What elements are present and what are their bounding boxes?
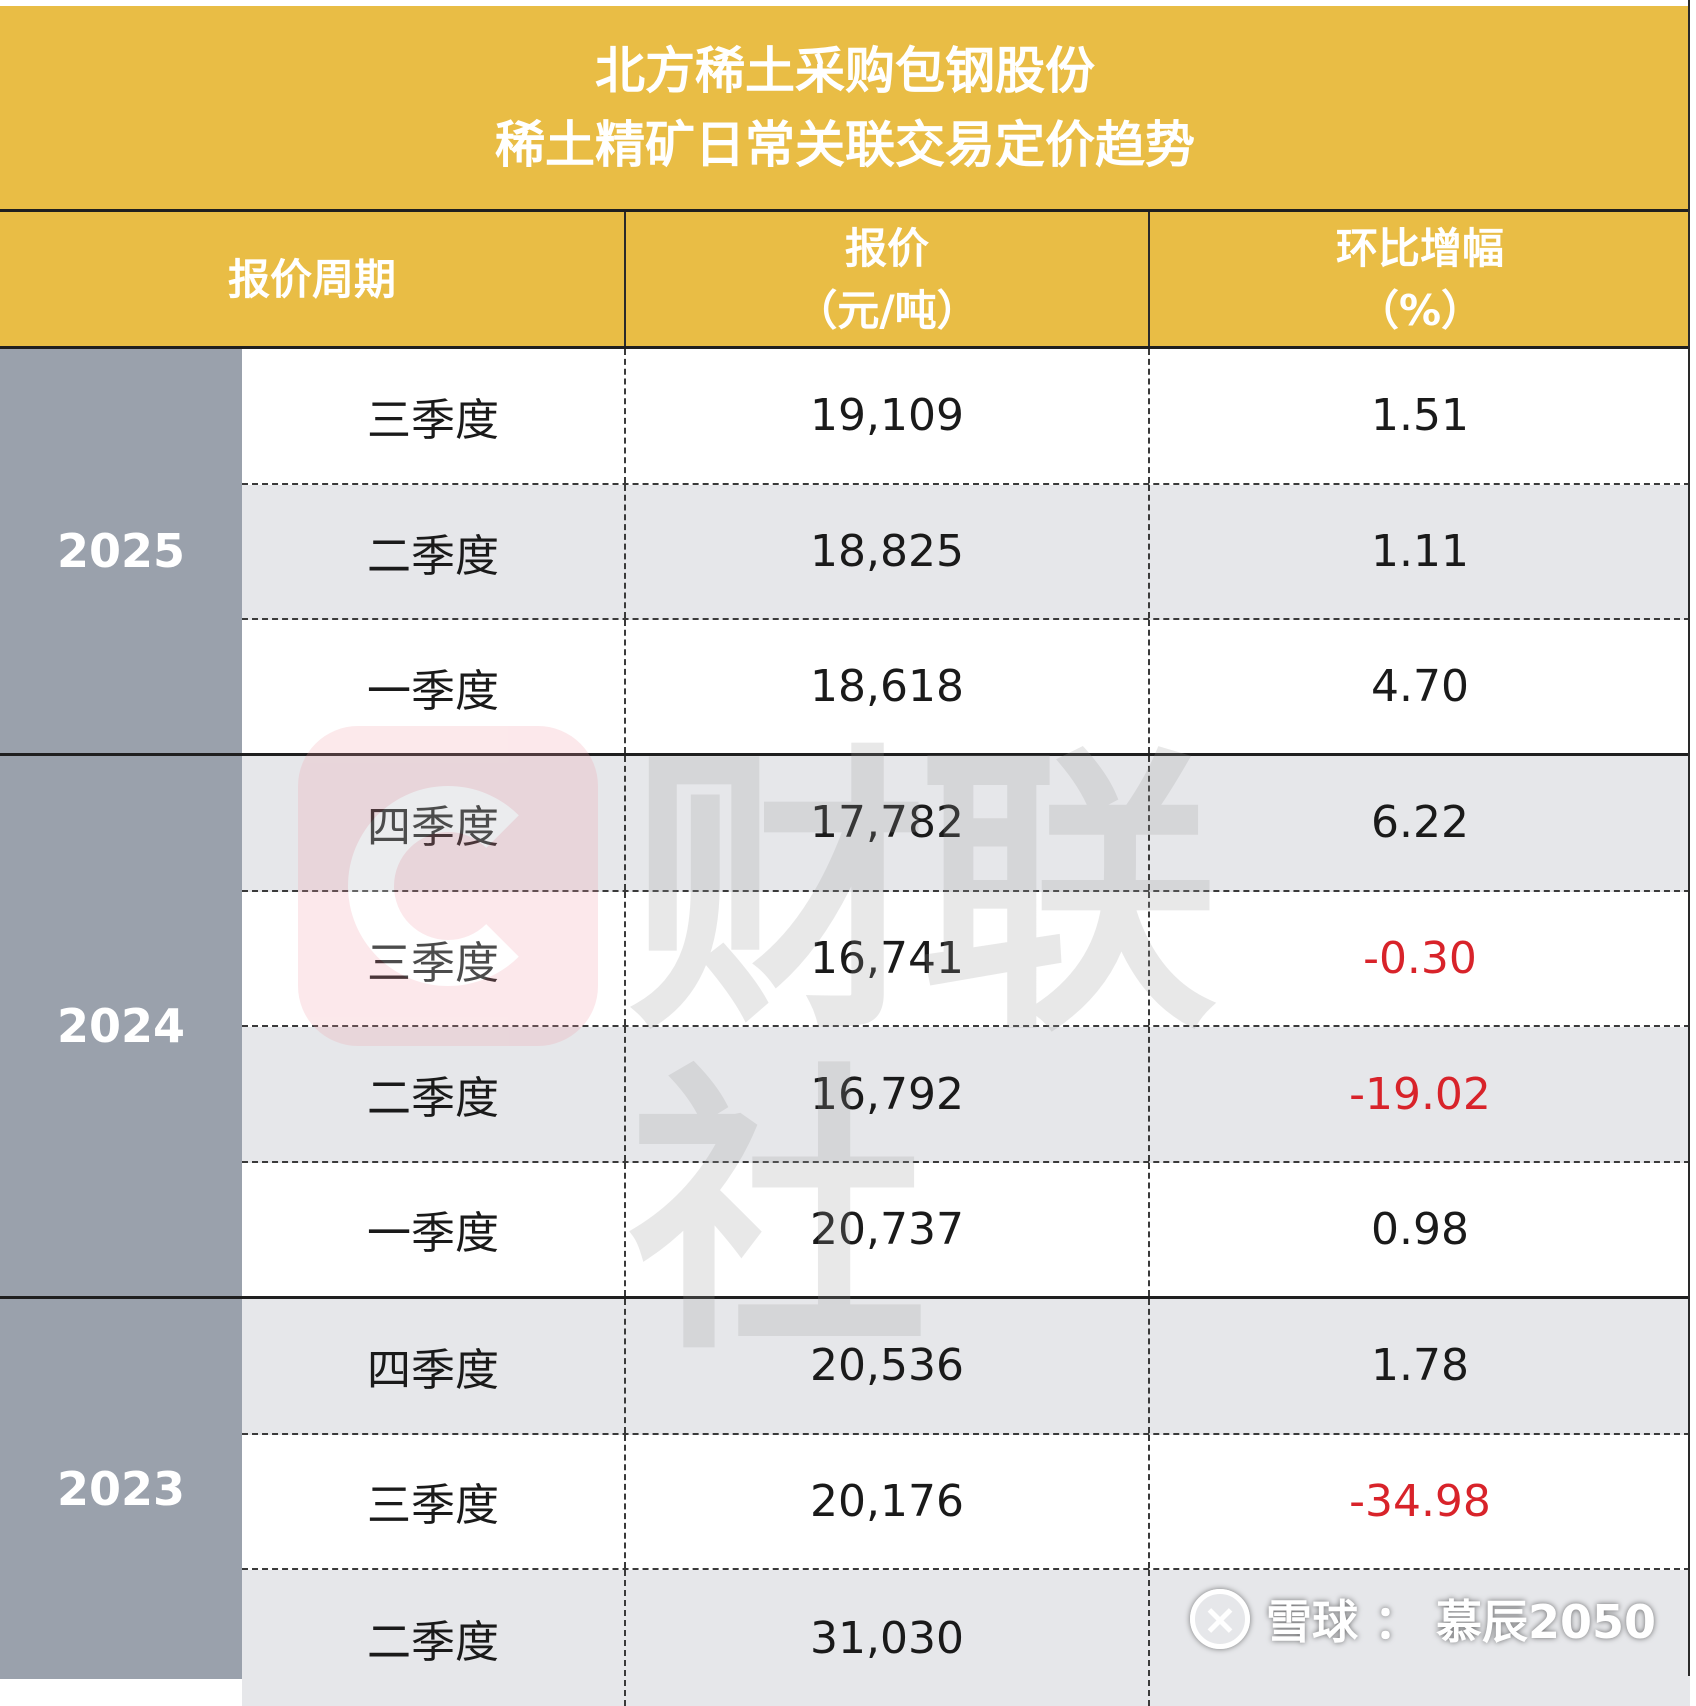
table-row: 一季度 20,737 0.98 (242, 1163, 1690, 1299)
table-row: 三季度 20,176 -34.98 (242, 1434, 1690, 1571)
change-cell: 6.22 (1371, 797, 1469, 849)
price-table: 北方稀土采购包钢股份 稀土精矿日常关联交易定价趋势 报价周期 报价 （元/吨） … (0, 6, 1696, 1706)
change-cell: -19.02 (1349, 1068, 1491, 1120)
quarter-cell: 二季度 (242, 1027, 626, 1162)
header-price-label: 报价 (844, 223, 929, 273)
table-row: 三季度 16,741 -0.30 (242, 891, 1690, 1028)
quarter-cell: 一季度 (242, 620, 626, 754)
table-title: 北方稀土采购包钢股份 稀土精矿日常关联交易定价趋势 (0, 6, 1690, 212)
quarter-rows: 三季度 19,109 1.51 二季度 18,825 1.11 一季度 18,6… (242, 349, 1690, 1706)
table-row: 四季度 17,782 6.22 (242, 756, 1690, 892)
price-cell: 18,825 (626, 484, 1150, 619)
credit-author: 慕辰2050 (1435, 1595, 1656, 1649)
year-cell-2024: 2024 (0, 756, 242, 1299)
change-cell: 1.11 (1371, 526, 1469, 578)
credit-watermark: 雪球 ： 慕辰2050 (1189, 1586, 1656, 1652)
change-cell: 4.70 (1371, 661, 1469, 713)
change-cell: 1.78 (1371, 1340, 1469, 1392)
change-cell: 0.98 (1371, 1203, 1469, 1255)
price-cell: 16,741 (626, 891, 1150, 1026)
header-price: 报价 （元/吨） (626, 212, 1150, 347)
price-cell: 19,109 (626, 349, 1150, 483)
header-period-label: 报价周期 (227, 254, 396, 304)
table-body: 2025 2024 2023 三季度 19,109 1.51 二季度 18,82… (0, 349, 1696, 1706)
header-change-unit: （%） (1356, 285, 1484, 335)
header-change-label: 环比增幅 (1335, 223, 1504, 273)
table-row: 二季度 18,825 1.11 (242, 484, 1690, 621)
quarter-cell: 三季度 (242, 1434, 626, 1569)
table-row: 三季度 19,109 1.51 (242, 349, 1690, 485)
price-cell: 18,618 (626, 620, 1150, 754)
price-cell: 20,737 (626, 1163, 1150, 1296)
header-divider (0, 346, 1690, 349)
price-cell: 31,030 (626, 1570, 1150, 1706)
change-cell: 1.51 (1371, 390, 1469, 442)
quarter-cell: 四季度 (242, 756, 626, 890)
table-row: 一季度 18,618 4.70 (242, 620, 1690, 757)
credit-separator: ： (1373, 1595, 1420, 1649)
header-period: 报价周期 (0, 212, 626, 347)
change-cell: -34.98 (1349, 1475, 1491, 1527)
credit-platform: 雪球 (1265, 1595, 1358, 1649)
quarter-cell: 二季度 (242, 484, 626, 619)
table-row: 二季度 16,792 -19.02 (242, 1027, 1690, 1164)
quarter-cell: 一季度 (242, 1163, 626, 1296)
year-cell-2023: 2023 (0, 1299, 242, 1679)
quarter-cell: 三季度 (242, 891, 626, 1026)
title-line-2: 稀土精矿日常关联交易定价趋势 (495, 115, 1195, 174)
quarter-cell: 二季度 (242, 1570, 626, 1706)
header-price-unit: （元/吨） (795, 285, 979, 335)
change-cell: -0.30 (1363, 933, 1477, 985)
quarter-cell: 四季度 (242, 1298, 626, 1433)
snowball-logo-icon (1189, 1589, 1250, 1649)
price-cell: 17,782 (626, 756, 1150, 890)
year-cell-2025: 2025 (0, 349, 242, 756)
header-change: 环比增幅 （%） (1150, 212, 1690, 347)
price-cell: 20,176 (626, 1434, 1150, 1569)
quarter-cell: 三季度 (242, 349, 626, 483)
title-line-1: 北方稀土采购包钢股份 (595, 41, 1095, 100)
table-row: 四季度 20,536 1.78 (242, 1298, 1690, 1435)
price-cell: 20,536 (626, 1298, 1150, 1433)
table-right-border (1688, 0, 1690, 1676)
price-cell: 16,792 (626, 1027, 1150, 1162)
